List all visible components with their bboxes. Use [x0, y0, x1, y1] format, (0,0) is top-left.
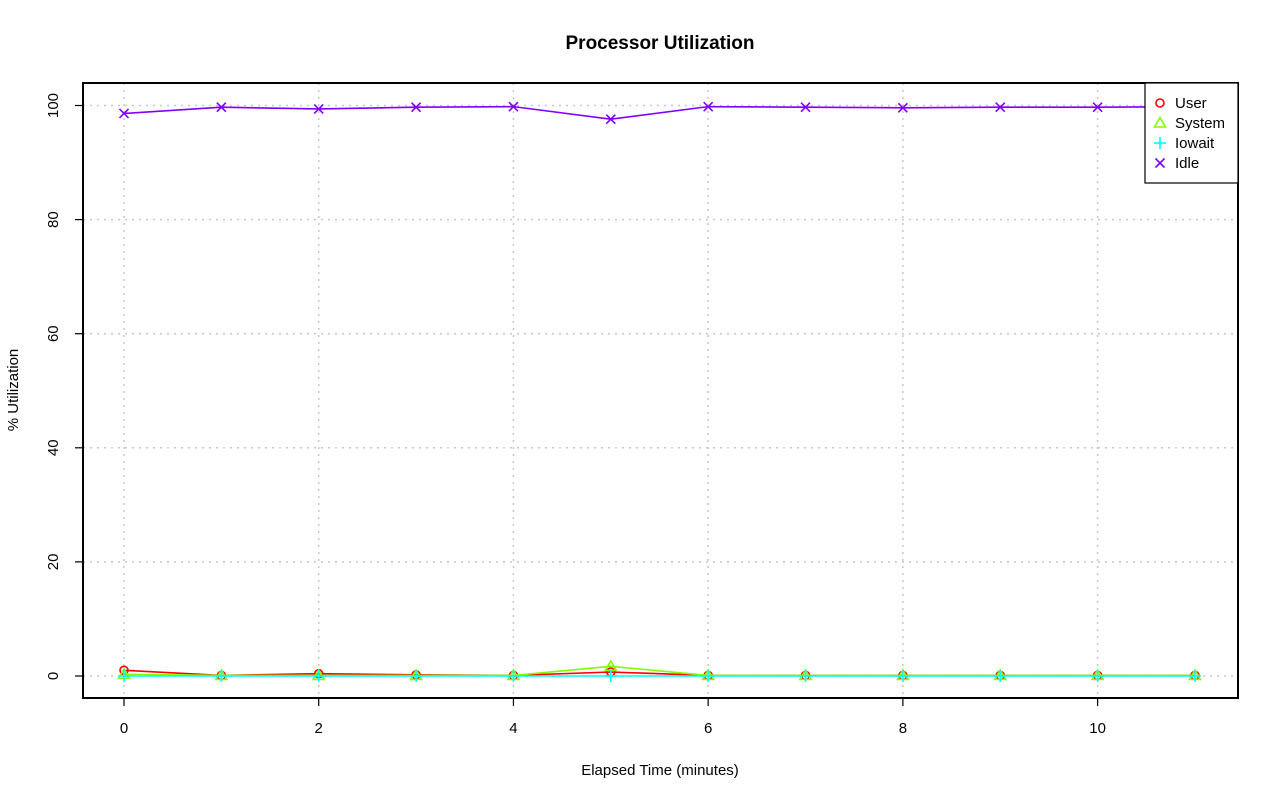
- data-point-idle: [995, 102, 1006, 113]
- legend-marker-idle: [1154, 157, 1166, 169]
- series-layer: [117, 101, 1202, 682]
- legend-label-user: User: [1175, 95, 1207, 112]
- data-point-iowait: [604, 670, 617, 682]
- legend-marker-user: [1155, 98, 1165, 108]
- data-point-iowait: [118, 670, 130, 682]
- plot-frame: [82, 82, 1239, 699]
- series-line-idle: [123, 105, 1195, 120]
- data-point-idle: [411, 102, 422, 113]
- data-point-iowait: [1188, 670, 1201, 682]
- legend-marker-user-shape: [1155, 98, 1165, 108]
- x-axis: 0 2 4 6 8 10: [120, 698, 1106, 737]
- data-point-idle-shape: [703, 101, 714, 112]
- x-axis-label: Elapsed Time (minutes): [581, 762, 739, 779]
- data-point-idle-shape: [1092, 102, 1103, 113]
- data-point-idle-shape: [216, 102, 227, 113]
- x-tick-label: 10: [1089, 720, 1106, 737]
- y-axis-label: % Utilization: [5, 349, 22, 432]
- legend-label-idle: Idle: [1175, 155, 1199, 172]
- series-user: [119, 665, 1200, 681]
- y-axis: 0 20 40 60 80 100: [45, 93, 83, 680]
- data-point-idle: [216, 102, 227, 113]
- legend-label-iowait: Iowait: [1175, 135, 1215, 152]
- series-iowait: [118, 670, 1201, 682]
- data-point-idle: [508, 101, 519, 112]
- y-tick-label: 100: [45, 93, 62, 118]
- data-point-iowait: [1091, 670, 1104, 682]
- y-tick-label: 20: [45, 554, 62, 571]
- data-point-iowait: [215, 670, 228, 682]
- data-point-idle-shape: [605, 114, 616, 125]
- data-point-idle-shape: [118, 108, 130, 119]
- x-tick-label: 4: [509, 720, 517, 737]
- x-tick-label: 8: [899, 720, 907, 737]
- y-tick-label: 60: [45, 325, 62, 342]
- y-tick-label: 40: [45, 439, 62, 456]
- chart-title: Processor Utilization: [566, 33, 755, 54]
- x-tick-label: 6: [704, 720, 712, 737]
- data-point-idle-shape: [313, 103, 324, 114]
- data-point-idle-shape: [800, 102, 811, 113]
- legend-label-system: System: [1175, 115, 1225, 132]
- data-point-idle-shape: [411, 102, 422, 113]
- legend-marker-system: [1153, 115, 1167, 128]
- data-point-iowait: [994, 670, 1007, 682]
- data-point-iowait: [799, 670, 812, 682]
- x-tick-label: 0: [120, 720, 128, 737]
- grid-lines: [83, 83, 1238, 698]
- legend-marker-idle-shape: [1154, 157, 1166, 169]
- data-point-iowait: [312, 670, 325, 682]
- data-point-iowait: [896, 670, 909, 682]
- data-point-idle-shape: [897, 102, 908, 113]
- data-point-iowait: [702, 670, 715, 682]
- y-tick-label: 80: [45, 211, 62, 228]
- data-point-idle: [800, 102, 811, 113]
- data-point-idle: [118, 108, 130, 119]
- data-point-idle: [897, 102, 908, 113]
- legend: User System Iowait Idle: [1144, 82, 1239, 184]
- data-point-idle: [703, 101, 714, 112]
- data-point-idle: [605, 114, 616, 125]
- data-point-idle: [313, 103, 324, 114]
- data-point-idle-shape: [508, 101, 519, 112]
- data-point-idle-shape: [995, 102, 1006, 113]
- legend-marker-iowait: [1154, 137, 1166, 149]
- y-tick-label: 0: [45, 672, 62, 680]
- legend-marker-system-shape: [1153, 115, 1167, 128]
- series-idle: [118, 101, 1201, 125]
- data-point-iowait: [410, 670, 423, 682]
- x-tick-label: 2: [315, 720, 323, 737]
- data-point-iowait: [507, 670, 520, 682]
- data-point-idle: [1092, 102, 1103, 113]
